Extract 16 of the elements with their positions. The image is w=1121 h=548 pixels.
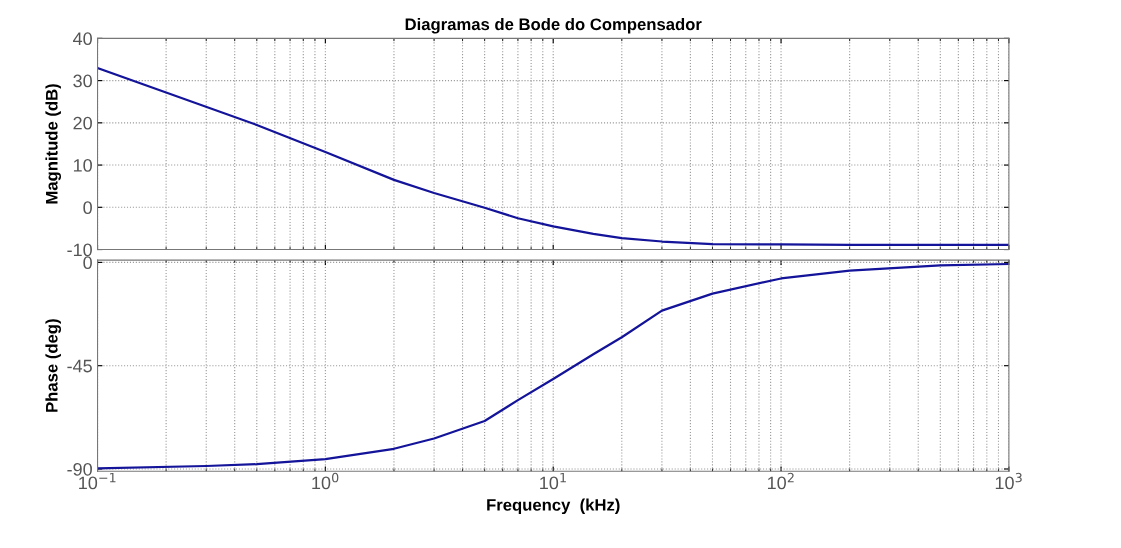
y-tick-label: -10 (67, 243, 92, 257)
y-tick-label: 0 (83, 256, 92, 270)
x-tick-label: 10$^{1}$ (540, 472, 566, 490)
y-tick-label: 40 (73, 32, 92, 46)
y-axis-title: Magnitude (dB) (45, 84, 62, 204)
x-tick-label: 10$^{0}$ (312, 472, 339, 490)
y-axis-title: Phase (deg) (45, 319, 62, 412)
x-axis-title: Frequency (kHz) (487, 498, 620, 515)
y-tick-label: 0 (83, 201, 92, 215)
y-tick-label: 20 (73, 116, 92, 130)
y-tick-label: -45 (67, 359, 92, 373)
x-tick-label: 10$^{3}$ (995, 472, 1022, 490)
chart-title: Diagramas de Bode do Compensador (405, 17, 702, 34)
y-tick-label: 30 (73, 74, 92, 88)
y-tick-label: 10 (73, 159, 92, 172)
x-tick-label: 10$^{2}$ (767, 472, 794, 490)
